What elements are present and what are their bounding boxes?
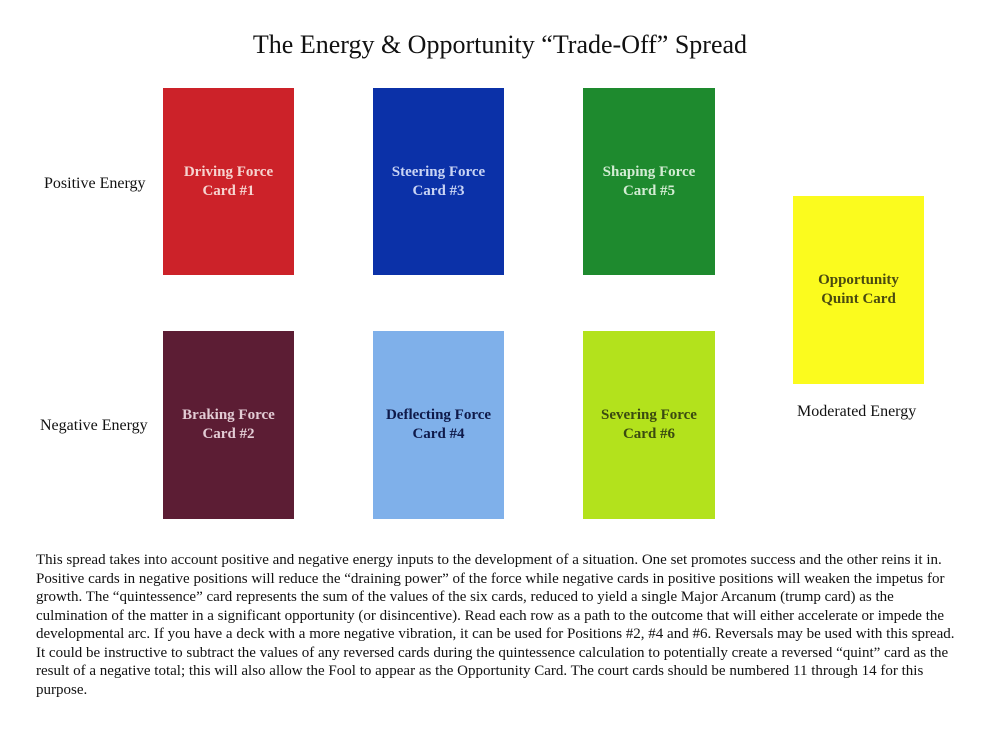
row-label-positive: Positive Energy xyxy=(44,175,146,192)
card-name: Driving Force xyxy=(183,163,274,180)
card-severing-force: Severing Force Card #6 xyxy=(583,331,715,519)
row-label-negative: Negative Energy xyxy=(40,417,148,434)
card-braking-force: Braking Force Card #2 xyxy=(163,331,294,519)
page-title: The Energy & Opportunity “Trade-Off” Spr… xyxy=(252,30,748,59)
card-deflecting-force: Deflecting Force Card #4 xyxy=(373,331,504,519)
card-name: Deflecting Force xyxy=(385,407,492,423)
card-number: Card #5 xyxy=(622,182,676,199)
card-number: Quint Card xyxy=(821,291,896,307)
card-number: Card #2 xyxy=(202,426,255,442)
card-steering-force: Steering Force Card #3 xyxy=(373,88,504,275)
card-driving-force: Driving Force Card #1 xyxy=(163,88,294,275)
card-number: Card #1 xyxy=(202,182,255,199)
card-shaping-force: Shaping Force Card #5 xyxy=(583,88,715,275)
card-number: Card #3 xyxy=(412,182,465,199)
spread-description: This spread takes into account positive … xyxy=(36,552,955,698)
row-label-moderated: Moderated Energy xyxy=(797,403,917,420)
card-name: Severing Force xyxy=(601,407,697,423)
card-number: Card #4 xyxy=(412,426,465,442)
card-name: Steering Force xyxy=(391,163,486,180)
card-name: Opportunity xyxy=(818,272,899,288)
card-number: Card #6 xyxy=(622,426,676,442)
card-opportunity-quint: Opportunity Quint Card xyxy=(793,196,924,384)
card-name: Shaping Force xyxy=(602,163,696,180)
card-name: Braking Force xyxy=(182,407,275,423)
